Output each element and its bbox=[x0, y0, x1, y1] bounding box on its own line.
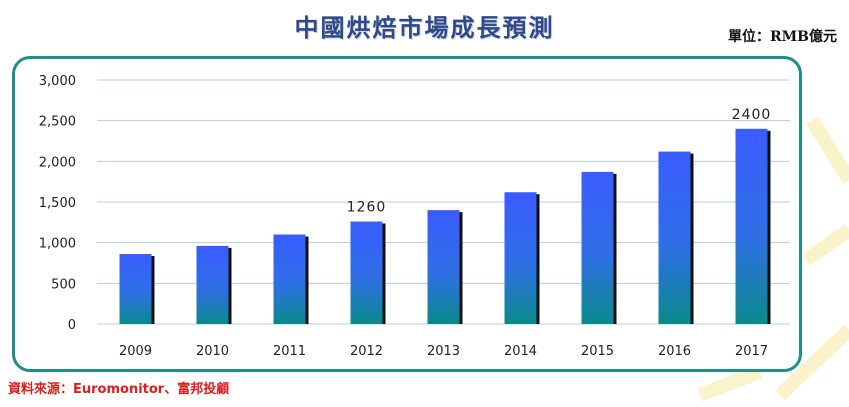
x-tick-label: 2009 bbox=[119, 344, 152, 359]
x-tick-label: 2014 bbox=[504, 344, 537, 359]
data-labels: 1260 2400 bbox=[347, 107, 772, 216]
bar-2012 bbox=[350, 221, 383, 324]
x-tick-label: 2015 bbox=[581, 344, 614, 359]
bar-2014 bbox=[504, 192, 537, 324]
bar-2011 bbox=[273, 234, 306, 324]
source-note: 資料來源：Euromonitor、富邦投顧 bbox=[8, 382, 230, 397]
bar-2010 bbox=[196, 245, 229, 324]
x-axis-ticks: 2009 2010 2011 2012 2013 2014 2015 2016 2017 bbox=[119, 344, 768, 359]
bar-2015 bbox=[581, 171, 614, 324]
y-tick-label: 3,000 bbox=[39, 74, 76, 89]
y-tick-label: 0 bbox=[68, 318, 76, 333]
data-label-2017: 2400 bbox=[732, 107, 772, 123]
x-tick-label: 2012 bbox=[350, 344, 383, 359]
bar-2016 bbox=[658, 151, 691, 324]
bars bbox=[119, 128, 771, 324]
y-tick-label: 1,000 bbox=[39, 237, 76, 252]
x-tick-label: 2017 bbox=[735, 344, 768, 359]
unit-label: 單位：RMB億元 bbox=[728, 29, 837, 45]
x-tick-label: 2010 bbox=[196, 344, 229, 359]
chart-title: 中國烘焙市場成長預測 bbox=[294, 13, 555, 42]
y-tick-label: 1,500 bbox=[39, 196, 76, 211]
x-tick-label: 2013 bbox=[427, 344, 460, 359]
y-tick-label: 2,000 bbox=[39, 155, 76, 170]
x-tick-label: 2016 bbox=[658, 344, 691, 359]
data-label-2012: 1260 bbox=[347, 200, 387, 216]
y-tick-label: 2,500 bbox=[39, 115, 76, 130]
bar-2013 bbox=[427, 210, 460, 324]
y-tick-label: 500 bbox=[51, 277, 76, 292]
x-tick-label: 2011 bbox=[273, 344, 306, 359]
bar-2009 bbox=[119, 254, 152, 324]
y-axis-ticks: 0 500 1,000 1,500 2,000 2,500 3,000 bbox=[39, 74, 76, 333]
bar-2017 bbox=[735, 128, 768, 324]
